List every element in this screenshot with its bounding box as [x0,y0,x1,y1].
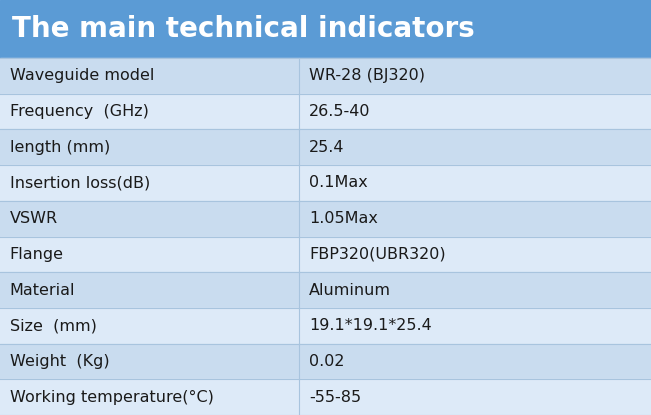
Bar [0,58,651,94]
Bar [0,308,651,344]
Bar [0,237,651,272]
Text: length (mm): length (mm) [10,140,110,155]
Bar [0,344,651,379]
Text: Flange: Flange [10,247,64,262]
Text: 26.5-40: 26.5-40 [309,104,370,119]
Text: -55-85: -55-85 [309,390,361,405]
Text: Material: Material [10,283,76,298]
Bar [0,129,651,165]
Text: WR-28 (BJ320): WR-28 (BJ320) [309,68,425,83]
Text: 0.02: 0.02 [309,354,345,369]
Text: Aluminum: Aluminum [309,283,391,298]
Text: Weight  (Kg): Weight (Kg) [10,354,109,369]
Text: Insertion loss(dB): Insertion loss(dB) [10,176,150,190]
Text: 0.1Max: 0.1Max [309,176,368,190]
Text: 1.05Max: 1.05Max [309,211,378,226]
Bar [0,201,651,237]
Bar [0,379,651,415]
Bar [0,94,651,129]
Text: Frequency  (GHz): Frequency (GHz) [10,104,148,119]
Text: Waveguide model: Waveguide model [10,68,154,83]
Bar [0,0,651,58]
Text: Size  (mm): Size (mm) [10,318,96,333]
Text: The main technical indicators: The main technical indicators [12,15,475,43]
Text: 19.1*19.1*25.4: 19.1*19.1*25.4 [309,318,432,333]
Bar [0,272,651,308]
Text: 25.4: 25.4 [309,140,345,155]
Text: FBP320(UBR320): FBP320(UBR320) [309,247,446,262]
Bar [0,165,651,201]
Text: VSWR: VSWR [10,211,58,226]
Text: Working temperature(°C): Working temperature(°C) [10,390,214,405]
